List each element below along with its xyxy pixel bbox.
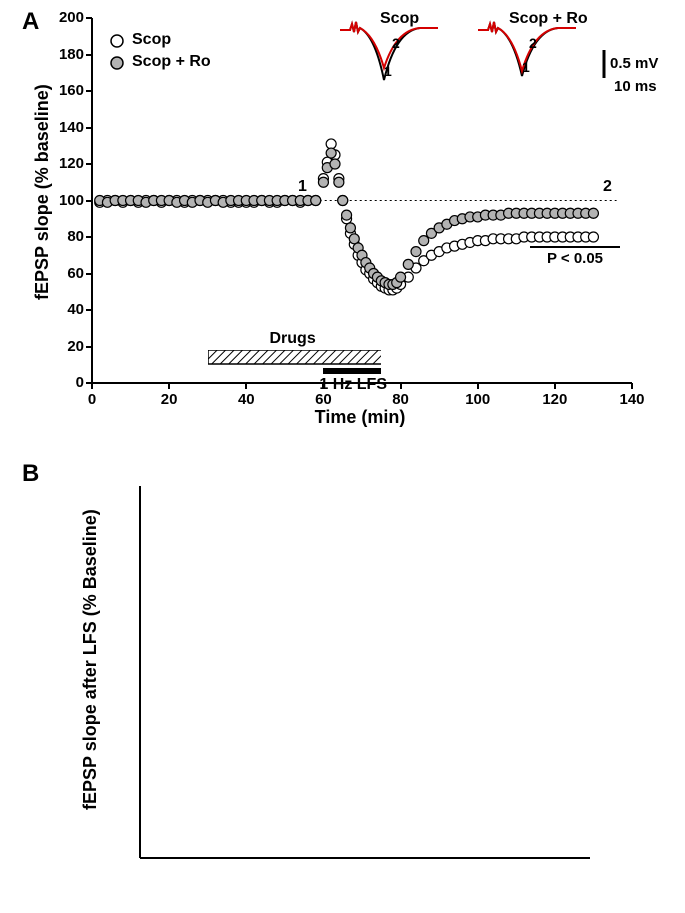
legend-marker-scopro [108, 54, 126, 72]
panel-a-x-title: Time (min) [260, 407, 460, 428]
legend-label-scopro: Scop + Ro [132, 53, 211, 71]
svg-text:1: 1 [522, 59, 530, 75]
panel-a-label: A [22, 8, 39, 36]
annot-2: 2 [603, 178, 612, 196]
lfs-bar [323, 368, 381, 374]
drugs-bar [208, 350, 382, 366]
svg-text:2: 2 [529, 35, 537, 51]
pvalue-bar-a [530, 246, 620, 248]
annot-1: 1 [298, 178, 307, 196]
inset-right-label: Scop + Ro [509, 10, 588, 28]
inset-scale-mv: 0.5 mV [610, 55, 658, 72]
svg-text:2: 2 [392, 35, 400, 51]
legend-marker-scop [108, 32, 126, 50]
panel-b-label: B [22, 460, 39, 488]
panel-b-y-title: fEPSP slope after LFS (% Baseline) [80, 509, 101, 810]
inset-scale-ms: 10 ms [614, 78, 657, 95]
panel-a-y-title: fEPSP slope (% baseline) [32, 84, 53, 300]
svg-text:1: 1 [384, 63, 392, 79]
annot-pvalue: P < 0.05 [547, 250, 603, 267]
lfs-label: 1 Hz LFS [319, 376, 387, 394]
inset-left-label: Scop [380, 10, 419, 28]
panel-b-plot [130, 478, 600, 878]
drugs-label: Drugs [270, 330, 316, 348]
legend-label-scop: Scop [132, 31, 171, 49]
